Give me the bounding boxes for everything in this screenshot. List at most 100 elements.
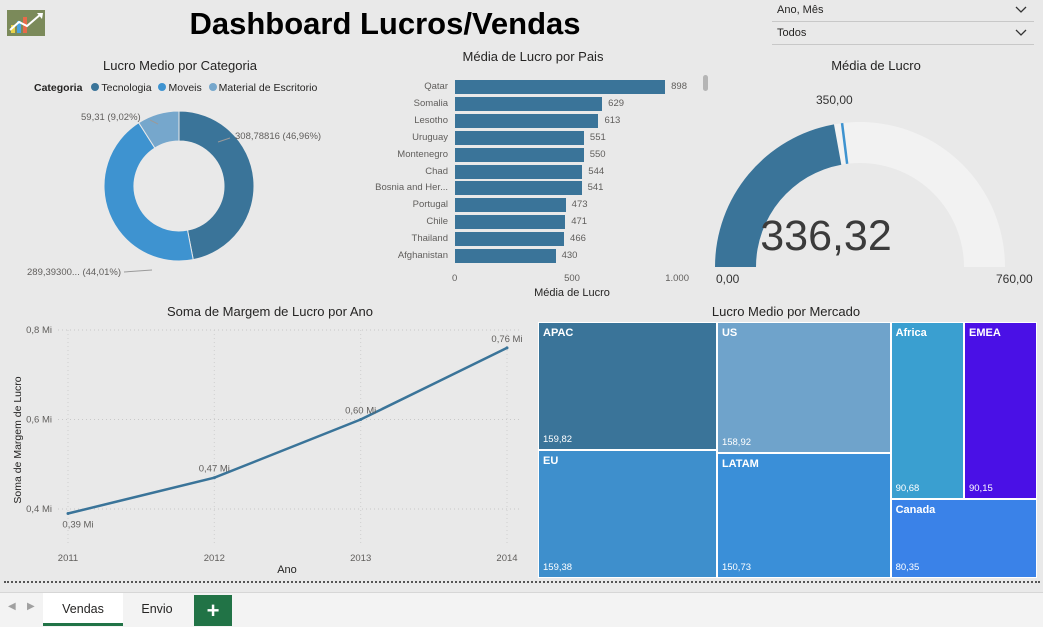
treemap-cell-label: EU xyxy=(543,455,559,468)
donut-data-label: 308,78816 (46,96%) xyxy=(235,131,321,142)
chevron-down-icon[interactable] xyxy=(1014,3,1028,17)
bar-category-label: Bosnia and Her... xyxy=(375,182,448,194)
year-month-slicer[interactable]: Ano, Mês xyxy=(772,1,1034,22)
treemap-cell-value: 90,15 xyxy=(968,483,993,495)
tab-prev-icon[interactable]: ◀ xyxy=(8,601,16,612)
bar-data-label: 629 xyxy=(608,97,625,109)
treemap-cell-apac[interactable]: APAC 159,82 xyxy=(538,322,717,451)
line-point xyxy=(66,512,70,516)
tab-envio[interactable]: Envio xyxy=(141,602,173,616)
bar[interactable] xyxy=(455,80,666,94)
bar-category-label: Lesotho xyxy=(414,114,448,126)
treemap-cell-africa[interactable]: Africa 90,68 xyxy=(890,322,964,500)
bar-category-label: Chile xyxy=(426,216,448,228)
bar-category-label: Somalia xyxy=(413,97,448,109)
treemap-cell-latam[interactable]: LATAM 150,73 xyxy=(716,453,891,578)
gauge-value: 336,32 xyxy=(760,212,892,260)
legend-dot xyxy=(158,83,167,91)
gauge-max-label: 760,00 xyxy=(996,272,1033,286)
bar[interactable] xyxy=(455,181,582,196)
line-x-axis-title: Ano xyxy=(277,564,297,576)
bar[interactable] xyxy=(455,130,584,145)
bar-data-label: 898 xyxy=(671,81,687,92)
legend-item-moveis[interactable]: Moveis xyxy=(158,82,202,94)
bar-data-label: 466 xyxy=(570,233,586,245)
slicer-label: Ano, Mês xyxy=(777,4,824,16)
treemap-cell-label: EMEA xyxy=(968,327,1001,339)
bar-data-label: 541 xyxy=(587,182,604,194)
bar[interactable] xyxy=(455,198,566,213)
bar-data-label: 544 xyxy=(588,165,605,177)
slicer-value: Todos xyxy=(777,27,807,39)
bar[interactable] xyxy=(455,249,556,263)
bar-category-label: Afghanistan xyxy=(397,250,448,261)
line-x-tick-label: 2013 xyxy=(350,553,371,564)
legend-title: Categoria xyxy=(34,82,83,94)
legend-item-material[interactable]: Material de Escritorio xyxy=(208,82,317,94)
treemap-cell-us[interactable]: US 158,92 xyxy=(716,322,891,454)
line-point xyxy=(212,476,216,480)
chevron-down-icon[interactable] xyxy=(1014,26,1028,40)
treemap-cell-value: 80,35 xyxy=(895,561,920,573)
donut-leader-line xyxy=(149,119,159,125)
line-x-tick-label: 2014 xyxy=(496,553,517,564)
bar-data-label: 613 xyxy=(604,114,621,126)
bar[interactable] xyxy=(455,164,583,179)
bar[interactable] xyxy=(455,113,599,128)
line-series xyxy=(67,346,508,515)
treemap-cell-eu[interactable]: EU 159,38 xyxy=(538,450,717,578)
bar-data-label: 550 xyxy=(589,148,606,160)
line-x-tick-label: 2011 xyxy=(58,553,78,564)
bar[interactable] xyxy=(455,147,584,162)
donut-legend: Categoria Tecnologia Moveis Material de … xyxy=(34,82,321,94)
bar-category-label: Montenegro xyxy=(397,148,448,160)
bar[interactable] xyxy=(455,96,603,111)
legend-item-tecnologia[interactable]: Tecnologia xyxy=(91,82,152,94)
bar-category-label: Portugal xyxy=(412,199,448,211)
bar-x-tick-label: 1.000 xyxy=(665,273,689,284)
year-month-dropdown[interactable]: Todos xyxy=(772,24,1034,45)
treemap-cell-canada[interactable]: Canada 80,35 xyxy=(890,499,1037,578)
treemap-cell-value: 150,73 xyxy=(721,561,752,573)
bar-data-label: 551 xyxy=(589,131,606,143)
donut-data-label: 289,39300... (44,01%) xyxy=(27,267,121,278)
donut-slice-1 xyxy=(103,122,194,262)
legend-dot xyxy=(91,83,100,91)
bar-category-label: Qatar xyxy=(424,81,448,92)
gauge-title: Média de Lucro xyxy=(831,58,921,73)
gauge-chart xyxy=(715,122,1005,267)
line-chart: 0,4 Mi 0,6 Mi 0,8 Mi 2011 2012 2013 2014 0,39 M… xyxy=(26,325,522,564)
treemap-cell-value: 159,82 xyxy=(543,434,573,446)
bar-chart-scrollbar[interactable] xyxy=(703,75,708,91)
bar[interactable] xyxy=(455,232,565,247)
bar-category-label: Uruguay xyxy=(412,131,448,143)
donut-slice-2 xyxy=(138,110,180,149)
bar[interactable] xyxy=(455,215,566,230)
tab-next-icon[interactable]: ▶ xyxy=(27,601,35,612)
page-divider xyxy=(4,581,1040,583)
line-data-label: 0,47 Mi xyxy=(199,464,230,475)
treemap-title: Lucro Medio por Mercado xyxy=(711,304,861,319)
treemap-cell-value: 90,68 xyxy=(895,483,920,495)
treemap-cell-label: APAC xyxy=(543,327,574,339)
bar-category-label: Chad xyxy=(425,165,448,177)
gauge-target-marker xyxy=(840,122,849,164)
treemap-cell-emea[interactable]: EMEA 90,15 xyxy=(963,322,1037,500)
bar-data-label: 473 xyxy=(571,199,588,211)
donut-leader-line xyxy=(123,269,153,273)
gauge-min-label: 0,00 xyxy=(716,272,740,286)
line-y-tick-label: 0,8 Mi xyxy=(26,325,52,336)
page-tab-bar: ◀ ▶ Vendas Envio + xyxy=(0,592,1043,627)
line-data-label: 0,76 Mi xyxy=(491,334,522,345)
gauge-target-label: 350,00 xyxy=(816,93,853,107)
treemap-cell-value: 159,38 xyxy=(543,561,573,573)
gauge-fill xyxy=(715,124,842,267)
bar-data-label: 471 xyxy=(571,216,588,228)
treemap-cell-label: LATAM xyxy=(721,458,759,471)
line-y-axis-title: Soma de Margem de Lucro xyxy=(12,376,24,504)
tab-vendas[interactable]: Vendas xyxy=(43,593,123,626)
add-page-button[interactable]: + xyxy=(194,595,232,626)
donut-chart-title: Lucro Medio por Categoria xyxy=(103,58,257,73)
treemap-cell-value: 158,92 xyxy=(721,437,752,449)
bar-x-tick-label: 0 xyxy=(452,273,458,284)
